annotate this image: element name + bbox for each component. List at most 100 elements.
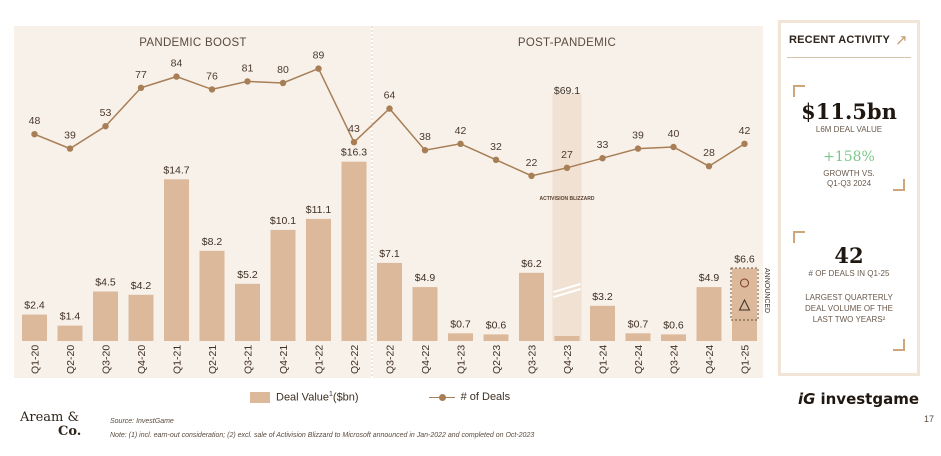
bar-label-Q1-20: $2.4 bbox=[24, 300, 45, 312]
recent-activity-title: RECENT ACTIVITY bbox=[789, 34, 890, 46]
brand-line-1: Aream & bbox=[20, 410, 80, 425]
source-note: Source: InvestGame bbox=[110, 418, 174, 425]
growth-caption-1: GROWTH VS. bbox=[823, 169, 875, 178]
tick-Q4-22: Q4-22 bbox=[420, 345, 432, 374]
tick-Q3-24: Q3-24 bbox=[669, 345, 681, 374]
deal-value-caption: L6M DEAL VALUE bbox=[815, 125, 883, 134]
deal-chart: PANDEMIC BOOST POST-PANDEMIC ACTIVISION BL… bbox=[14, 26, 770, 404]
deal-count-Q2-21: 76 bbox=[206, 70, 218, 82]
deal-point-Q1-21 bbox=[173, 73, 180, 80]
bar-label-Q2-24: $0.7 bbox=[628, 318, 649, 330]
bar-label-Q1-23: $0.7 bbox=[450, 318, 471, 330]
break-mark-2 bbox=[553, 288, 581, 298]
activision-label: ACTIVISION BLIZZARD bbox=[540, 196, 595, 202]
bar-label-Q3-24: $0.6 bbox=[663, 319, 684, 331]
bar-Q4-20 bbox=[128, 294, 154, 341]
bar-label-Q4-21: $10.1 bbox=[270, 215, 296, 227]
bar-Q1-25 bbox=[732, 268, 757, 341]
tick-Q3-20: Q3-20 bbox=[101, 345, 113, 374]
deal-point-Q3-20 bbox=[102, 123, 109, 130]
bar-Q2-22 bbox=[341, 161, 367, 341]
bar-label-Q3-21: $5.2 bbox=[237, 269, 258, 281]
tick-Q1-22: Q1-22 bbox=[314, 345, 326, 374]
legend-line-swatch bbox=[428, 392, 455, 403]
announced-box bbox=[730, 267, 759, 321]
deal-point-Q1-22 bbox=[315, 65, 322, 72]
deal-count-Q1-22: 89 bbox=[313, 50, 325, 62]
deal-count-Q1-20: 48 bbox=[29, 115, 41, 127]
bar-Q2-23 bbox=[483, 334, 509, 341]
deal-point-Q3-21 bbox=[244, 78, 251, 85]
deal-point-Q3-22 bbox=[386, 105, 393, 112]
target-icon bbox=[738, 298, 751, 311]
deal-count-Q4-20: 77 bbox=[135, 69, 147, 81]
bar-Q2-20 bbox=[57, 325, 83, 341]
bar-label-Q1-25: $6.6 bbox=[734, 253, 755, 265]
legend-deal-value: Deal Value1($bn) bbox=[250, 391, 359, 404]
bracket-top-left bbox=[793, 85, 805, 97]
recent-activity-panel: RECENT ACTIVITY ↗ $11.5bn L6M DEAL VALUE… bbox=[778, 20, 920, 376]
deal-count-Q2-23: 32 bbox=[490, 141, 502, 153]
tick-Q4-20: Q4-20 bbox=[136, 345, 148, 374]
break-mark-1 bbox=[553, 283, 581, 293]
legend-deal-value-label: Deal Value1($bn) bbox=[276, 391, 359, 404]
bar-label-Q3-23: $6.2 bbox=[521, 258, 542, 270]
deal-point-Q1-20 bbox=[31, 131, 38, 138]
bar-label-Q3-22: $7.1 bbox=[379, 248, 400, 260]
note-line-1: LARGEST QUARTERLY bbox=[805, 293, 893, 302]
chart-svg: PANDEMIC BOOST POST-PANDEMIC ACTIVISION BL… bbox=[14, 26, 770, 378]
growth-caption-2: Q1-Q3 2024 bbox=[826, 179, 872, 188]
bar-label-Q2-22: $16.3 bbox=[341, 147, 367, 159]
bar-Q2-24 bbox=[625, 333, 651, 341]
bar-Q1-22 bbox=[306, 218, 331, 341]
tick-Q1-25: Q1-25 bbox=[740, 345, 752, 374]
bar-label-Q1-22: $11.1 bbox=[306, 204, 332, 216]
legend-bar-swatch bbox=[250, 391, 270, 403]
bar-label-Q4-22: $4.9 bbox=[415, 272, 436, 284]
bar-label-Q1-21: $14.7 bbox=[163, 164, 189, 176]
bar-Q3-21 bbox=[235, 283, 260, 341]
deal-count-Q1-24: 33 bbox=[597, 139, 609, 151]
deal-count-Q4-22: 38 bbox=[419, 131, 431, 143]
tick-Q1-24: Q1-24 bbox=[598, 345, 610, 374]
deal-point-Q4-21 bbox=[279, 79, 287, 87]
tick-Q2-23: Q2-23 bbox=[491, 345, 503, 374]
bar-label-Q2-20: $1.4 bbox=[60, 311, 81, 323]
deal-point-Q1-23 bbox=[457, 140, 464, 147]
tick-Q2-20: Q2-20 bbox=[65, 345, 77, 374]
bar-label-Q4-20: $4.2 bbox=[131, 280, 152, 292]
deal-count-Q3-20: 53 bbox=[100, 107, 112, 119]
tick-Q4-21: Q4-21 bbox=[278, 345, 290, 374]
deal-count-Q1-25: 42 bbox=[739, 125, 751, 137]
tick-Q1-21: Q1-21 bbox=[172, 345, 184, 374]
announced-label: ANNOUNCED bbox=[763, 268, 770, 313]
bar-label-Q2-23: $0.6 bbox=[486, 319, 507, 331]
deal-count-Q2-24: 39 bbox=[632, 130, 644, 142]
chart-legend: Deal Value1($bn) # of Deals bbox=[250, 391, 510, 404]
tick-Q2-22: Q2-22 bbox=[349, 345, 361, 374]
bar-label-Q1-24: $3.2 bbox=[592, 291, 613, 303]
deal-point-Q3-23 bbox=[528, 172, 535, 179]
growth-stat: +158% bbox=[823, 149, 875, 165]
bar-Q3-20 bbox=[93, 291, 118, 341]
deal-point-Q1-24 bbox=[599, 155, 606, 162]
tick-Q4-24: Q4-24 bbox=[704, 345, 716, 374]
deal-point-Q2-24 bbox=[634, 145, 642, 152]
deal-count-Q3-22: 64 bbox=[384, 90, 396, 102]
legend-deals: # of Deals bbox=[428, 391, 510, 403]
bar-label-Q2-21: $8.2 bbox=[202, 236, 223, 248]
panel-title-pandemic: PANDEMIC BOOST bbox=[139, 37, 247, 49]
brand-line-2: Co. bbox=[58, 424, 82, 439]
deal-point-Q2-23 bbox=[492, 156, 500, 163]
deal-count-Q1-21: 84 bbox=[171, 58, 183, 70]
footnote: Note: (1) incl. earn-out consideration; … bbox=[110, 432, 535, 439]
deal-point-Q2-21 bbox=[208, 86, 216, 93]
note-line-2: DEAL VOLUME OF THE bbox=[804, 304, 894, 313]
divider bbox=[787, 57, 911, 58]
tick-Q2-24: Q2-24 bbox=[633, 345, 645, 374]
deal-value-stat: $11.5bn bbox=[801, 99, 897, 124]
bracket-bottom-right bbox=[893, 179, 905, 191]
investgame-mark-icon: iG bbox=[798, 390, 816, 408]
bar-label-Q4-23: $69.1 bbox=[554, 85, 580, 97]
acquirer-icon bbox=[740, 278, 749, 288]
